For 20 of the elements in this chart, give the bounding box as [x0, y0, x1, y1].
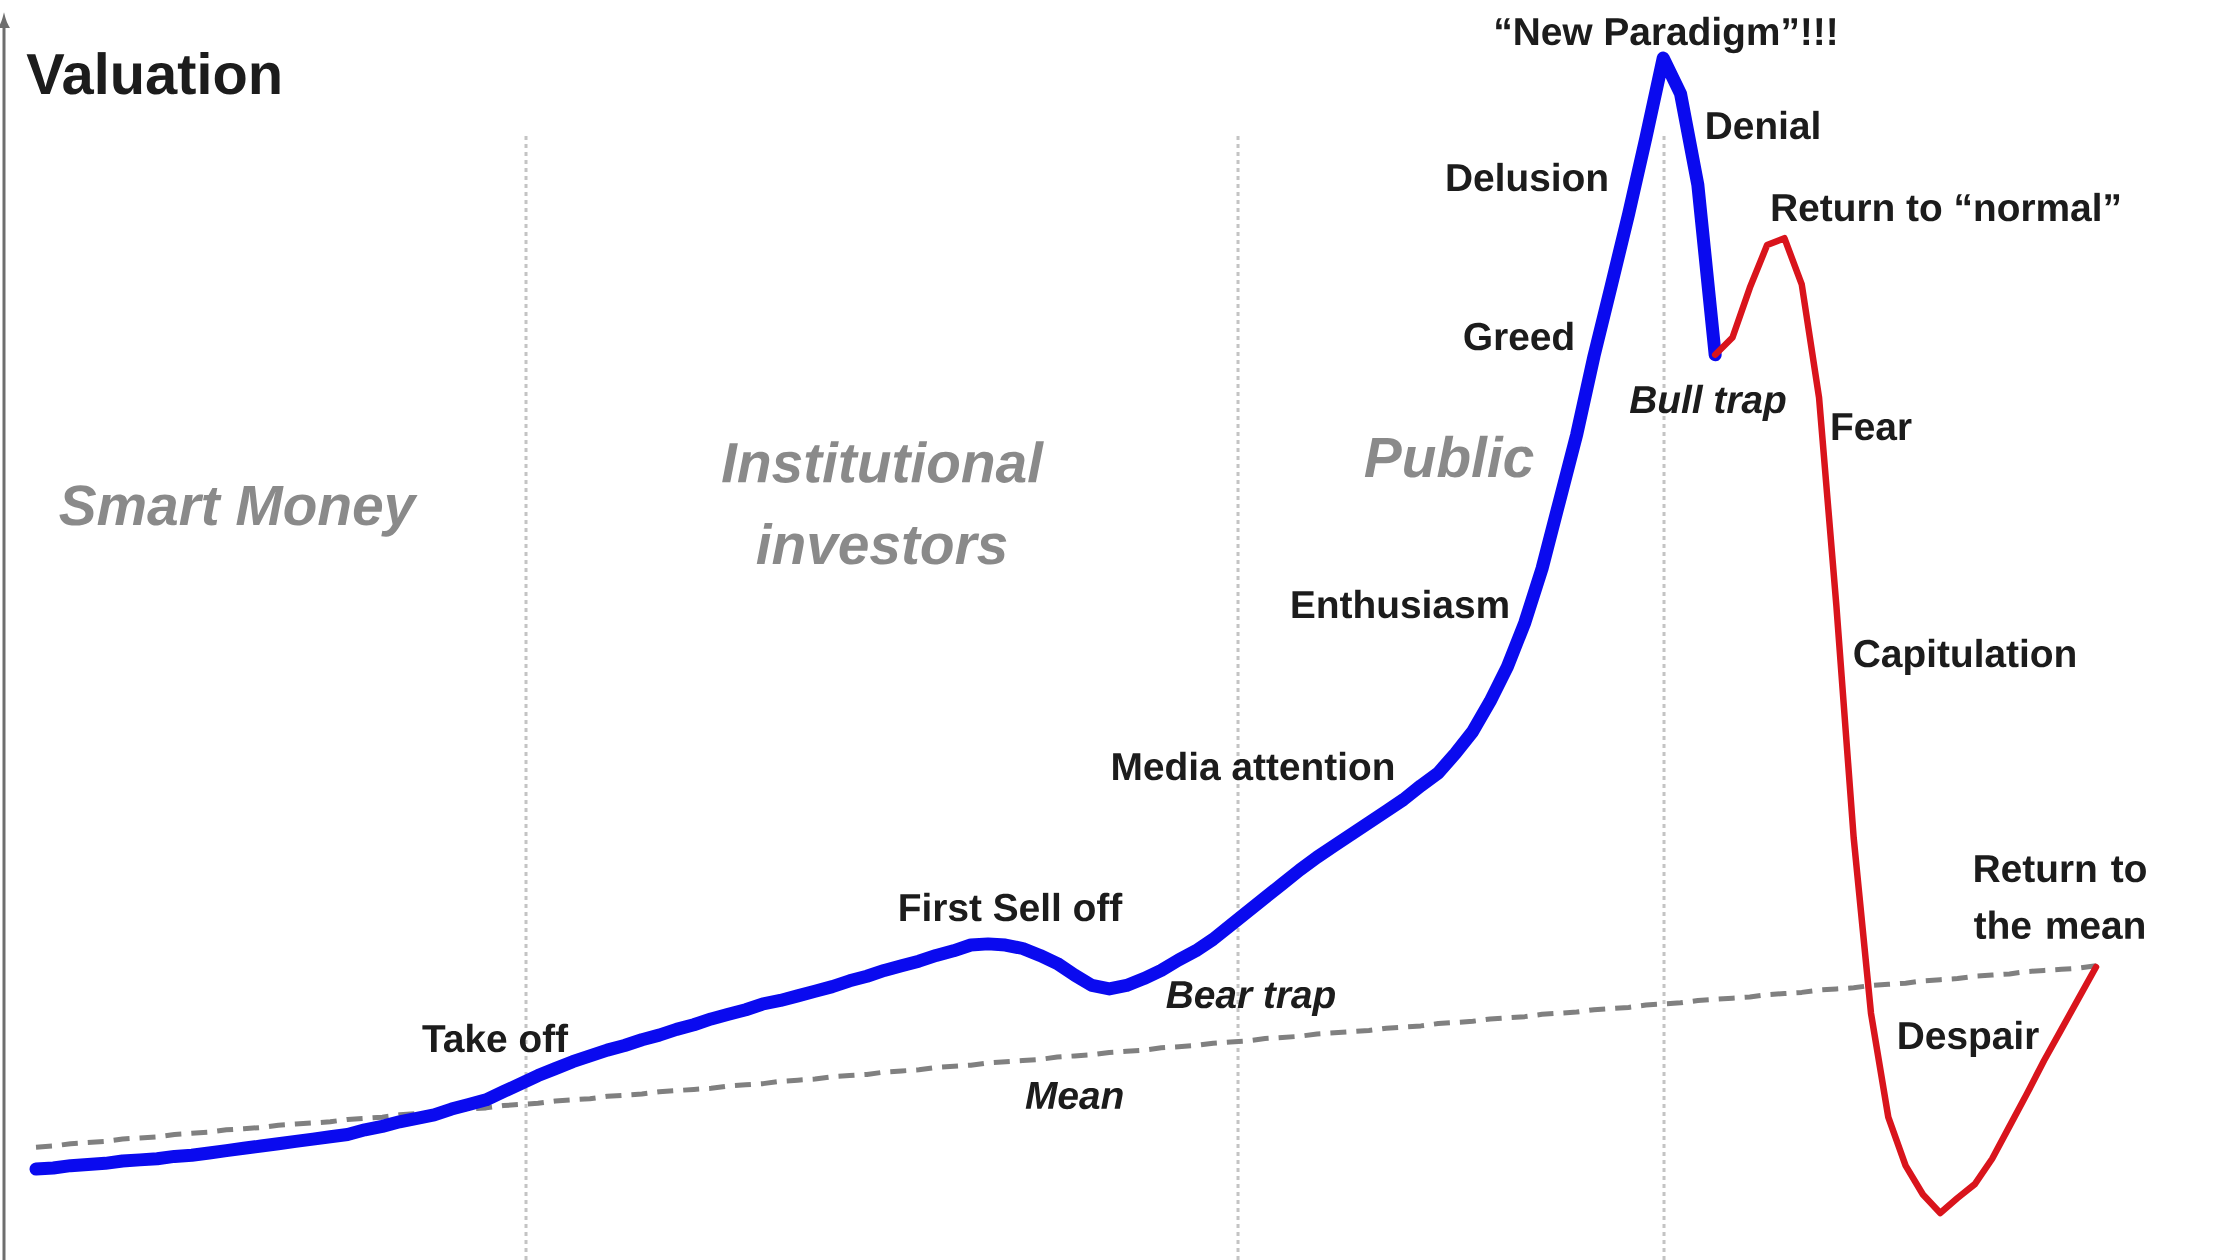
annotation: Delusion: [1447, 162, 1607, 192]
annotation: Return to the mean: [1974, 855, 2146, 940]
annotation: Capitulation: [1854, 638, 2075, 676]
annotation: Return to “normal”: [1772, 192, 2120, 222]
annotation: Despair: [1899, 1020, 2039, 1058]
annotation: Media attention: [1113, 751, 1394, 781]
y-axis-title: Valuation: [26, 52, 280, 95]
annotation: Enthusiasm: [1292, 589, 1508, 619]
annotation: Public: [1364, 435, 1534, 478]
annotation: Fear: [1832, 413, 1912, 441]
annotation: Smart Money: [59, 485, 418, 537]
annotation: Bear trap: [1166, 981, 1335, 1017]
text: “New Paradigm”!!!: [1496, 16, 1835, 54]
annotation: Bull trap: [1629, 384, 1786, 422]
annotation: Denial: [1707, 110, 1819, 140]
series-label: Mean: [1025, 1082, 1123, 1110]
annotation: Institutional investors: [722, 441, 1044, 565]
annotation: First Sell off: [900, 892, 1123, 922]
annotation: Take off: [422, 1023, 569, 1053]
annotation: Greed: [1464, 321, 1573, 351]
